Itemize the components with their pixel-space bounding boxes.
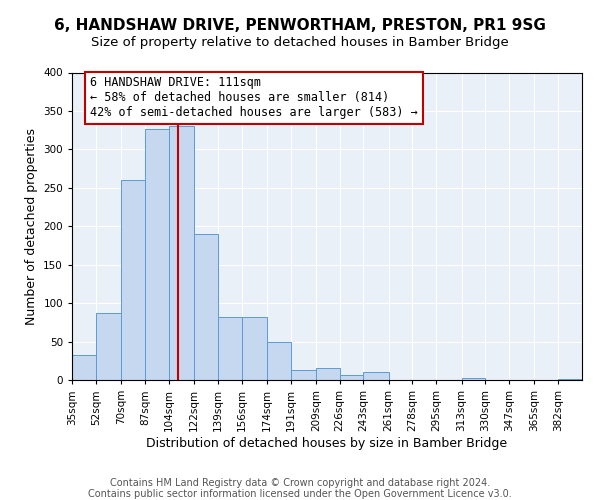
Text: Contains HM Land Registry data © Crown copyright and database right 2024.: Contains HM Land Registry data © Crown c…: [110, 478, 490, 488]
Bar: [558, 379, 582, 380]
Text: 6, HANDSHAW DRIVE, PENWORTHAM, PRESTON, PR1 9SG: 6, HANDSHAW DRIVE, PENWORTHAM, PRESTON, …: [54, 18, 546, 32]
Bar: [169, 126, 194, 380]
Bar: [242, 317, 267, 380]
Bar: [267, 342, 290, 380]
Bar: [290, 370, 316, 380]
Text: 6 HANDSHAW DRIVE: 111sqm
← 58% of detached houses are smaller (814)
42% of semi-: 6 HANDSHAW DRIVE: 111sqm ← 58% of detach…: [90, 76, 418, 120]
X-axis label: Distribution of detached houses by size in Bamber Bridge: Distribution of detached houses by size …: [146, 436, 508, 450]
Bar: [316, 368, 340, 380]
Bar: [145, 128, 169, 380]
Bar: [340, 374, 364, 380]
Text: Size of property relative to detached houses in Bamber Bridge: Size of property relative to detached ho…: [91, 36, 509, 49]
Bar: [218, 317, 242, 380]
Y-axis label: Number of detached properties: Number of detached properties: [25, 128, 38, 325]
Bar: [461, 378, 485, 380]
Text: Contains public sector information licensed under the Open Government Licence v3: Contains public sector information licen…: [88, 489, 512, 499]
Bar: [194, 234, 218, 380]
Bar: [72, 354, 96, 380]
Bar: [364, 372, 389, 380]
Bar: [96, 313, 121, 380]
Bar: [121, 180, 145, 380]
